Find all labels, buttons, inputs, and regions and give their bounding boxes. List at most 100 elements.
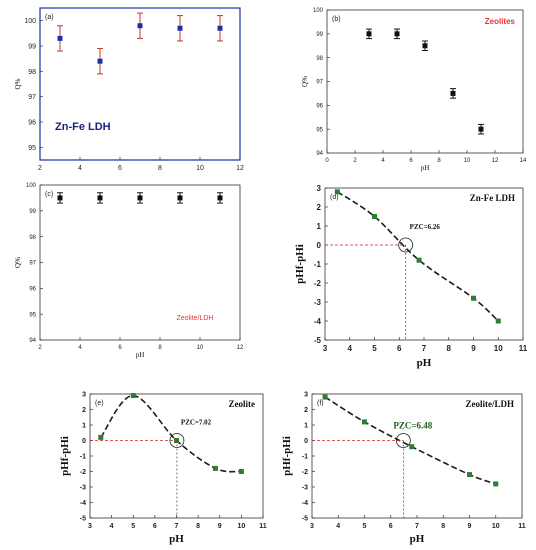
y-tick-label: -1 xyxy=(314,260,322,269)
y-tick-label: 99 xyxy=(316,32,323,38)
x-tick-label: 6 xyxy=(153,523,157,530)
x-tick-label: 11 xyxy=(518,523,526,530)
data-point xyxy=(238,469,244,474)
chart-panel-5: 3 4 5 6 7 8 9 10 11 -5 -4 -3 -2 -1 0 1 2 3 (e) pH pHf-pHi PZC… xyxy=(59,391,267,545)
x-tick-label: 8 xyxy=(441,523,445,530)
y-tick-label: 99 xyxy=(29,209,36,215)
data-point xyxy=(450,90,456,96)
y-tick-label: 99 xyxy=(28,43,36,50)
data-point xyxy=(217,25,223,31)
y-tick-label: 1 xyxy=(82,422,86,429)
data-point xyxy=(57,35,63,41)
data-point xyxy=(98,434,104,440)
y-tick-label: 0 xyxy=(304,438,308,445)
y-tick-label: 1 xyxy=(317,222,322,231)
data-point xyxy=(217,195,223,201)
y-tick-label: 94 xyxy=(29,338,36,344)
data-point xyxy=(137,23,143,29)
data-point xyxy=(422,43,428,49)
x-tick-label: 6 xyxy=(118,345,122,351)
chart-annotation: Zeolites xyxy=(485,17,516,26)
y-tick-label: 1 xyxy=(304,422,308,429)
y-tick-label: 96 xyxy=(29,286,36,292)
pzc-marker-circle xyxy=(398,237,414,253)
x-tick-label: 5 xyxy=(363,523,367,530)
panel-label: (c) xyxy=(45,191,53,198)
x-tick-label: 10 xyxy=(196,165,204,172)
data-point xyxy=(177,195,183,201)
x-tick-label: 4 xyxy=(348,344,353,353)
y-axis-label: pHf-pHi xyxy=(281,436,293,476)
panel-label: (a) xyxy=(45,14,54,21)
data-point xyxy=(212,465,218,471)
x-tick-label: 6 xyxy=(118,165,122,172)
x-tick-label: 7 xyxy=(415,523,419,530)
x-tick-label: 3 xyxy=(323,344,328,353)
chart-annotation: Zn-Fe LDH xyxy=(470,193,515,203)
y-tick-label: 94 xyxy=(316,151,323,157)
data-point xyxy=(97,195,103,201)
x-tick-label: 10 xyxy=(492,523,500,530)
y-tick-label: 98 xyxy=(29,235,36,241)
x-tick-label: 4 xyxy=(78,165,82,172)
y-tick-label: -4 xyxy=(302,500,308,507)
x-tick-label: 8 xyxy=(437,158,441,164)
x-tick-label: 10 xyxy=(494,344,503,353)
plot-frame xyxy=(311,393,523,519)
x-tick-label: 8 xyxy=(158,165,162,172)
y-tick-label: 2 xyxy=(317,203,322,212)
plot-frame xyxy=(89,393,264,519)
y-tick-label: 0 xyxy=(317,241,322,250)
x-tick-label: 7 xyxy=(422,344,427,353)
series-line xyxy=(100,394,242,473)
y-tick-label: 100 xyxy=(24,18,36,25)
data-point xyxy=(97,58,103,64)
pzc-label: PZC=7.02 xyxy=(181,419,212,427)
x-tick-label: 4 xyxy=(110,523,114,530)
chart-panel-6: 3 4 5 6 7 8 9 10 11 -5 -4 -3 -2 -1 0 1 2 3 (f) pH pHf-pHi PZC… xyxy=(281,391,526,545)
y-tick-label: -3 xyxy=(302,484,308,491)
x-tick-label: 6 xyxy=(409,158,413,164)
pzc-label: PZC=6.26 xyxy=(410,223,441,231)
y-tick-label: -5 xyxy=(80,515,86,522)
chart-panel-2: 0 2 4 6 8 10 12 14 94 95 96 97 98 99 100 (b) pH Q% Zeolite… xyxy=(301,8,527,172)
chart-annotation: Zeolite/LDH xyxy=(177,315,214,322)
y-tick-label: 97 xyxy=(28,94,36,101)
data-point xyxy=(177,25,183,31)
y-tick-label: 3 xyxy=(82,391,86,398)
y-tick-label: -2 xyxy=(80,469,86,476)
y-tick-label: -5 xyxy=(302,515,308,522)
x-tick-label: 3 xyxy=(88,523,92,530)
plot-frame xyxy=(326,9,524,154)
y-tick-label: 2 xyxy=(82,407,86,414)
x-tick-label: 8 xyxy=(196,523,200,530)
y-tick-label: 98 xyxy=(28,69,36,76)
chart-panel-1: 2 4 6 8 10 12 95 96 97 98 99 100 (a) Q% Zn-Fe LDH xyxy=(14,7,244,172)
x-tick-label: 2 xyxy=(353,158,357,164)
x-tick-label: 12 xyxy=(237,345,244,351)
data-point xyxy=(493,481,499,487)
y-axis-label: Q% xyxy=(14,78,22,89)
x-tick-label: 4 xyxy=(381,158,385,164)
chart-panel-3: 2 4 6 8 10 12 94 95 96 97 98 99 100 (c) pH Q% Zeolite/LD… xyxy=(14,183,244,359)
y-axis-label: pHf-pHi xyxy=(59,436,71,476)
y-tick-label: 100 xyxy=(26,183,37,189)
x-axis-label: pH xyxy=(169,533,184,545)
chart-annotation: Zeolite xyxy=(229,399,256,409)
chart-panel-4: 3 4 5 6 7 8 9 10 11 -5 -4 -3 -2 -1 0 1 2 3 (d) pH pHf-pHi PZC… xyxy=(294,184,528,369)
y-tick-label: -4 xyxy=(80,500,86,507)
data-point xyxy=(495,318,501,324)
y-tick-label: 3 xyxy=(304,391,308,398)
data-point xyxy=(322,394,328,400)
x-tick-label: 2 xyxy=(38,165,42,172)
y-tick-label: -2 xyxy=(302,469,308,476)
x-tick-label: 10 xyxy=(464,158,471,164)
pzc-marker-circle xyxy=(169,433,185,448)
x-tick-label: 7 xyxy=(175,523,179,530)
y-tick-label: -1 xyxy=(302,453,308,460)
y-tick-label: -3 xyxy=(314,298,322,307)
x-tick-label: 4 xyxy=(78,345,82,351)
chart-annotation: Zeolite/LDH xyxy=(466,399,515,409)
y-axis-label: Q% xyxy=(301,76,309,87)
data-point xyxy=(57,195,63,201)
